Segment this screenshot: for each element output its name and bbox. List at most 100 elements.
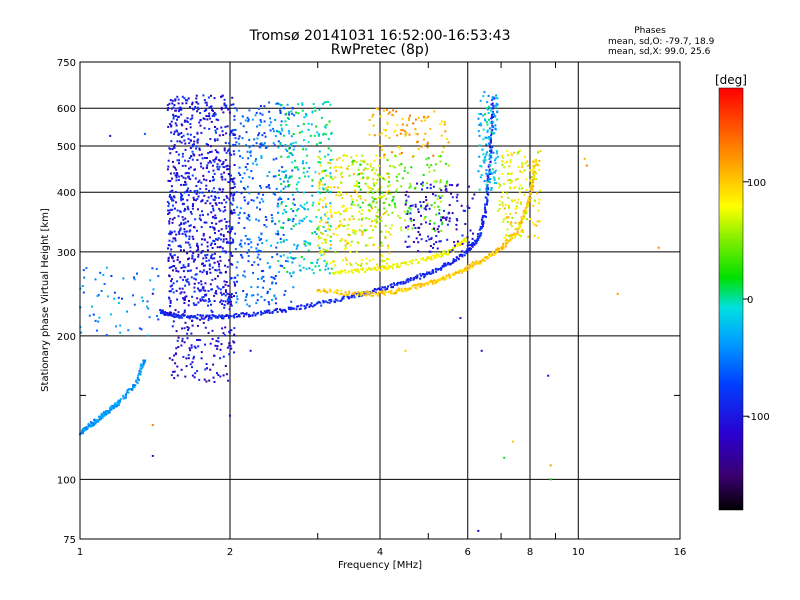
cluster-point: [338, 166, 341, 169]
cluster-point: [204, 289, 207, 292]
cluster-point: [340, 181, 343, 184]
cluster-point: [435, 235, 438, 237]
trace-point: [87, 422, 90, 425]
trace-point: [330, 289, 333, 292]
cluster-point: [387, 172, 390, 175]
cluster-point: [182, 218, 185, 221]
trace-point: [92, 422, 94, 425]
cluster-point: [428, 207, 431, 210]
cluster-point: [311, 179, 314, 182]
cluster-point: [257, 236, 260, 239]
trace-point: [458, 241, 461, 244]
cluster-point: [199, 298, 202, 301]
cluster-point: [330, 131, 333, 134]
cluster-point: [255, 158, 257, 161]
cluster-point: [350, 240, 353, 243]
cluster-point: [317, 156, 320, 158]
cluster-point: [487, 94, 490, 97]
cluster-point: [482, 159, 485, 162]
cluster-point: [205, 104, 208, 107]
cluster-point: [426, 186, 429, 189]
cluster-point: [490, 187, 493, 189]
cluster-point: [199, 339, 202, 342]
cluster-point: [294, 166, 297, 169]
cluster-point: [414, 118, 417, 121]
cluster-point: [178, 110, 180, 113]
cluster-point: [213, 114, 216, 117]
cluster-point: [214, 191, 216, 194]
trace-point: [303, 305, 306, 307]
trace-point: [384, 286, 386, 289]
cluster-point: [170, 131, 173, 134]
cluster-point: [311, 232, 314, 235]
cluster-point: [494, 124, 497, 127]
cluster-point: [345, 240, 348, 243]
cluster-point: [406, 228, 409, 231]
trace-point: [418, 261, 420, 264]
trace-point: [520, 219, 523, 222]
cluster-point: [245, 131, 248, 134]
cluster-point: [260, 156, 263, 159]
cluster-point: [216, 165, 219, 168]
trace-point: [281, 309, 284, 312]
cluster-point: [213, 257, 216, 260]
trace-point: [319, 301, 322, 304]
cluster-point: [537, 164, 540, 167]
cluster-point: [197, 246, 199, 249]
trace-point: [229, 315, 232, 318]
cluster-point: [191, 255, 194, 258]
cluster-point: [225, 281, 228, 283]
cluster-point: [303, 243, 306, 245]
trace-point: [237, 315, 240, 318]
x-axis-label: Frequency [MHz]: [338, 560, 422, 571]
cluster-point: [287, 177, 290, 180]
cluster-point: [213, 261, 216, 264]
trace-point: [340, 289, 343, 292]
trace-point: [453, 245, 456, 248]
cluster-point: [535, 224, 538, 227]
cluster-point: [109, 313, 112, 316]
cluster-point: [177, 215, 180, 218]
cluster-point: [184, 164, 187, 167]
cluster-point: [370, 163, 372, 166]
cluster-point: [171, 288, 174, 291]
cluster-point: [227, 230, 229, 233]
cluster-point: [177, 231, 180, 233]
trace-point: [496, 251, 499, 254]
cluster-point: [324, 265, 327, 268]
cluster-point: [187, 137, 190, 140]
cluster-point: [220, 299, 223, 302]
cluster-point: [372, 258, 375, 261]
cluster-point: [224, 141, 227, 144]
cluster-point: [170, 140, 173, 143]
cluster-point: [501, 154, 504, 157]
trace-point: [529, 187, 532, 190]
cluster-point: [191, 374, 194, 377]
cluster-point: [207, 331, 210, 334]
cluster-point: [397, 146, 400, 148]
cluster-point: [204, 157, 206, 159]
cluster-point: [196, 131, 199, 134]
cluster-point: [210, 161, 212, 164]
cluster-point: [229, 194, 232, 197]
cluster-point: [227, 108, 230, 111]
cluster-point: [417, 208, 420, 211]
cluster-point: [483, 91, 486, 94]
cluster-point: [229, 130, 232, 133]
trace-point: [419, 285, 422, 288]
cluster-point: [193, 355, 195, 358]
cluster-point: [334, 165, 337, 168]
cluster-point: [304, 175, 307, 178]
trace-point: [407, 280, 410, 283]
cluster-point: [417, 231, 420, 233]
cluster-point: [168, 357, 171, 360]
cluster-point: [519, 203, 522, 205]
trace-point: [105, 411, 108, 414]
cluster-point: [329, 211, 332, 214]
cluster-point: [518, 227, 520, 230]
cluster-point: [115, 325, 117, 328]
cluster-point: [303, 240, 306, 243]
cluster-point: [171, 208, 174, 211]
cluster-point: [329, 159, 332, 161]
